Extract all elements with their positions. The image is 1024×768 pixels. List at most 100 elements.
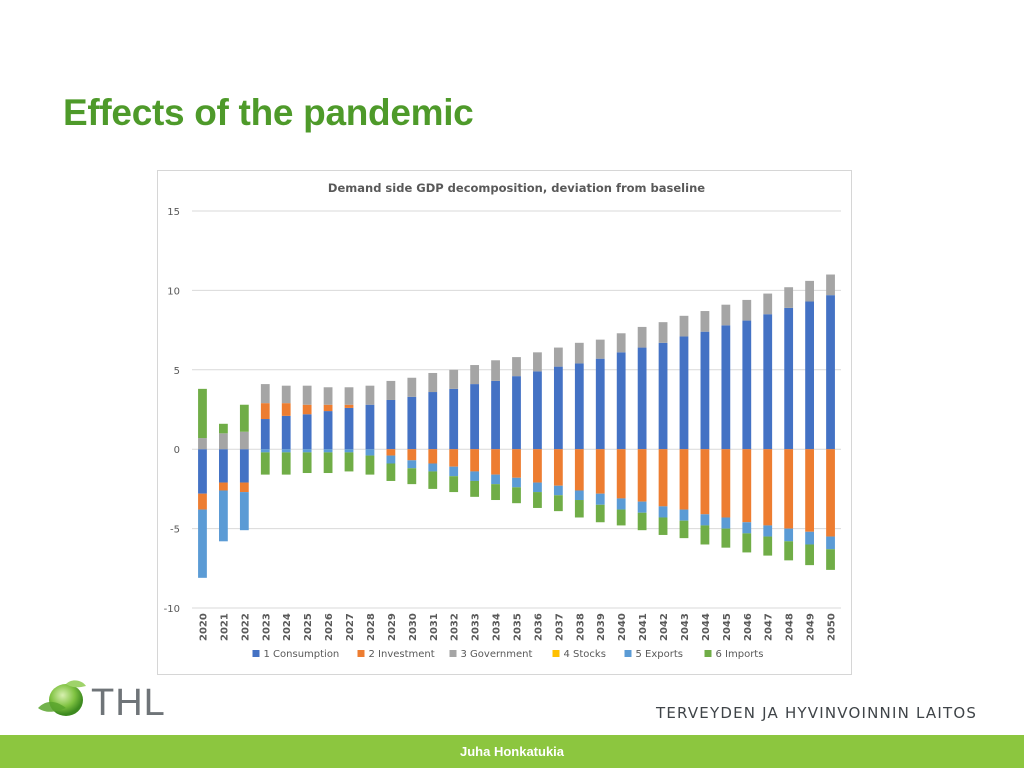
bar-segment [470,449,480,472]
bar-segment [281,449,291,453]
y-tick-label: 0 [174,445,180,456]
bar-segment [721,517,731,529]
bar-segment [700,525,710,545]
slide-title: Effects of the pandemic [63,92,474,133]
bar-segment [449,388,459,450]
bar-segment [574,363,584,450]
bar-segment [763,449,773,526]
x-tick-label: 2044 [701,613,712,641]
bar-segment [700,514,710,526]
x-tick-label: 2031 [429,613,440,641]
bar-segment [239,431,249,450]
bar-segment [512,376,521,450]
bar-segment [491,474,500,485]
stacked-bar-chart: Demand side GDP decomposition, deviation… [164,181,841,660]
x-tick-label: 2039 [596,613,607,641]
x-tick-label: 2034 [492,613,503,641]
bar-segment [386,399,396,450]
bar-segment [365,455,375,475]
bar-segment [784,449,794,529]
bar-segment [616,498,626,510]
bar-segment [595,504,605,523]
bar-segment [721,449,731,518]
bar-segment [637,501,647,513]
bar-segment [198,449,207,494]
bar-segment [658,322,668,343]
bar-segment [679,315,689,337]
bar-segment [553,347,563,367]
x-tick-label: 2037 [554,613,565,641]
x-tick-label: 2036 [533,613,544,641]
bar-segment [344,387,354,405]
logo-text: THL [91,682,166,724]
x-tick-label: 2032 [450,613,461,641]
bar-segment [533,449,542,483]
legend-label: 4 Stocks [564,649,606,660]
bar-segment [742,533,752,553]
legend-label: 2 Investment [369,649,435,660]
y-tick-label: 10 [167,286,180,297]
bar-segment [239,404,249,432]
bar-segment [721,325,731,450]
bar-segment [742,320,752,450]
bar-segment [553,495,563,512]
legend-label: 3 Government [461,649,533,660]
bar-segment [302,385,312,405]
bar-segment [344,449,354,453]
bar-segment [239,449,249,483]
bar-segment [512,477,521,488]
bar-segment [260,452,270,475]
bar-segment [658,506,668,518]
bar-segment [323,411,333,450]
bar-segment [805,449,814,532]
x-tick-label: 2045 [722,613,733,641]
bar-segment [826,549,835,570]
x-tick-label: 2042 [659,613,670,641]
bar-segment [533,371,542,450]
bar-segment [574,449,584,491]
x-tick-label: 2024 [282,613,293,641]
bar-segment [658,342,668,450]
bar-segment [679,520,689,539]
bar-segment [637,326,647,348]
bar-segment [700,311,710,332]
bar-segment [198,438,207,450]
bar-segment [826,536,835,550]
bar-segment [407,460,417,469]
x-tick-label: 2023 [261,613,272,641]
bar-segment [574,342,584,364]
bar-segment [616,333,626,353]
legend-swatch [252,650,260,657]
bar-segment [595,449,605,494]
bar-segment [679,449,689,510]
x-tick-label: 2040 [617,613,628,641]
bar-segment [763,525,773,537]
bar-segment [449,476,459,493]
bar-segment [616,449,626,499]
bar-segment [219,490,228,542]
bar-segment [239,482,249,493]
bar-segment [679,336,689,450]
x-tick-label: 2038 [575,613,586,641]
legend-label: 6 Imports [716,649,764,660]
bar-segment [302,404,312,415]
bar-segment [553,485,563,496]
footer-author: Juha Honkatukia [459,744,565,759]
bar-segment [805,301,814,450]
x-tick-label: 2046 [743,613,754,641]
bar-segment [449,466,459,477]
bar-segment [784,528,794,542]
bar-segment [491,484,500,501]
bar-segment [805,531,814,545]
bar-segment [784,541,794,561]
bar-segment [449,449,459,467]
bar-segment [637,347,647,450]
bar-segment [533,482,542,493]
y-tick-label: 5 [174,366,180,377]
bar-segment [574,500,584,518]
x-tick-label: 2043 [680,613,691,641]
bar-segment [260,403,270,420]
bar-segment [784,287,794,308]
bar-segment [470,471,480,481]
bar-segment [700,331,710,450]
